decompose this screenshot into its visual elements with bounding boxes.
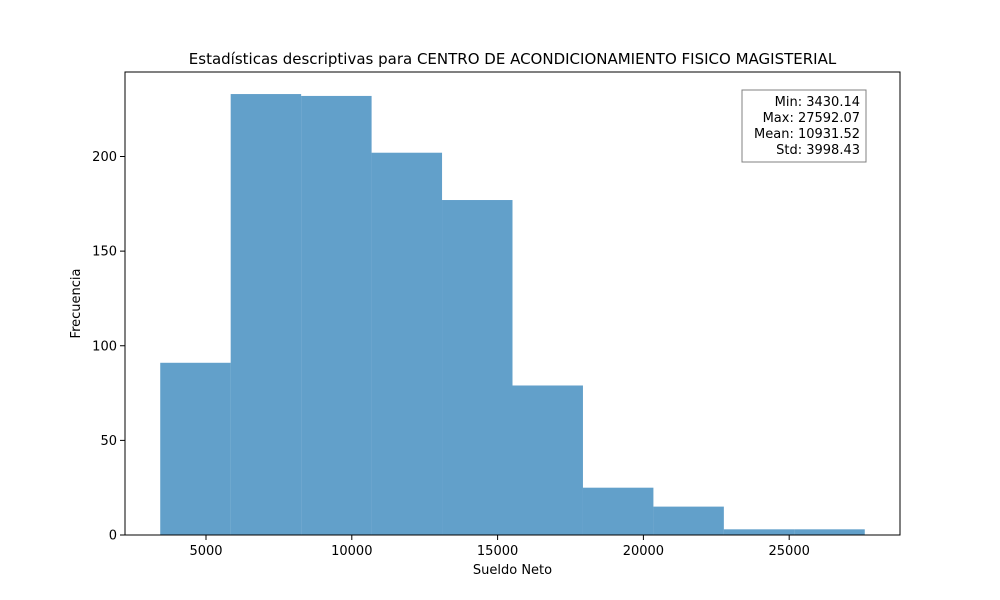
histogram-bar-3 (371, 152, 443, 536)
y-tick-label-4: 200 (92, 150, 117, 165)
stats-box-frame (741, 89, 867, 163)
stats-mean: Mean: 10931.52 (754, 127, 860, 142)
stats-min: Min: 3430.14 (775, 95, 860, 110)
histogram-bar-2 (301, 95, 372, 535)
histogram-bar-9 (794, 529, 865, 535)
histogram-bar-4 (442, 200, 513, 535)
histogram-bar-0 (160, 362, 231, 535)
y-tick-label-2: 100 (92, 339, 117, 354)
x-axis-ticks: 5000 10000 15000 20000 25000 (189, 535, 810, 559)
y-axis-ticks: 0 50 100 150 200 (92, 150, 125, 544)
y-tick-label-3: 150 (92, 245, 117, 260)
chart-title: Estadísticas descriptivas para CENTRO DE… (189, 50, 837, 68)
histogram-bar-6 (582, 487, 654, 535)
bars-group (160, 94, 865, 536)
x-tick-label-0: 5000 (189, 544, 222, 559)
plot-frame (124, 71, 901, 536)
x-axis-label: Sueldo Neto (473, 563, 552, 578)
x-tick-label-1: 10000 (331, 544, 372, 559)
y-tick-label-1: 50 (100, 434, 117, 449)
stats-max: Max: 27592.07 (763, 111, 860, 126)
histogram-bar-5 (512, 385, 583, 535)
histogram-bar-1 (230, 94, 302, 536)
x-tick-label-3: 20000 (623, 544, 664, 559)
stats-std: Std: 3998.43 (776, 143, 860, 158)
stats-box: Min: 3430.14 Max: 27592.07 Mean: 10931.5… (741, 89, 867, 163)
x-tick-label-4: 25000 (769, 544, 810, 559)
x-tick-label-2: 15000 (477, 544, 518, 559)
y-tick-label-0: 0 (109, 529, 117, 544)
y-axis-label: Frecuencia (69, 269, 84, 339)
histogram-bar-7 (653, 506, 724, 535)
histogram-bar-8 (723, 529, 795, 535)
